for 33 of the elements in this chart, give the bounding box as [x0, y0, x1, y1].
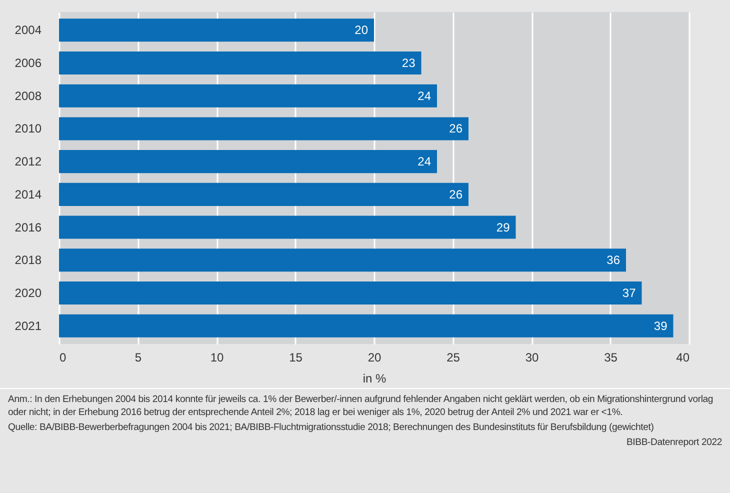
y-tick-label: 2016: [14, 220, 42, 234]
x-tick-label: 25: [446, 350, 460, 364]
y-tick-label: 2020: [14, 286, 42, 300]
data-label: 26: [449, 187, 463, 202]
y-tick-label: 2004: [14, 23, 42, 38]
x-tick-label: 15: [289, 350, 303, 364]
x-tick-label: 10: [210, 350, 224, 364]
y-tick-label: 2008: [14, 88, 42, 103]
data-label: 24: [418, 154, 432, 169]
text: Anm.: In den Erhebungen 2004 bis 2014 konnte für jeweils ca. 1% der Bewerber/-innen aufgrund fehlender Angaben nicht geklärt werden, ob ein Migrationshintergrund vorlag oder nicht; in der Erhebung 2016 betrug der entsprechende Anteil 2%; 2018 lag er bei weniger als 1%, 2020 betrug der Anteil 2% und 2021 war er <1%.: [8, 394, 714, 420]
x-tick-label: 20: [368, 350, 382, 364]
source-note: Quelle: BA/BIBB-Bewerberbefragungen 2004 bis 2021; BA/BIBB-Fluchtmigrationsstudie 2018; Berechnungen des Bundesinstituts für Berufsbildung (gewichtet): [8, 422, 655, 435]
x-tick-label: 0: [60, 350, 66, 364]
data-label: 36: [606, 253, 620, 268]
data-label: 24: [418, 88, 432, 103]
y-tick-label: 2012: [14, 154, 42, 169]
data-label: 26: [449, 122, 463, 136]
y-tick-label: 2010: [14, 122, 42, 136]
x-tick-label: 30: [525, 350, 539, 364]
y-tick-label: 2018: [14, 253, 42, 268]
x-tick-label: 35: [604, 350, 618, 364]
data-label: 20: [354, 23, 368, 38]
data-label: 29: [496, 220, 510, 234]
y-tick-label: 2014: [14, 187, 42, 202]
data-label: 39: [654, 318, 668, 333]
x-tick-label: 40: [676, 350, 690, 364]
x-axis-title: in %: [362, 372, 386, 386]
x-tick-label: 5: [134, 350, 142, 364]
data-label: 23: [402, 56, 416, 70]
y-tick-label: 2006: [14, 56, 42, 70]
data-label: 37: [622, 286, 636, 300]
y-tick-label: 2021: [14, 318, 42, 333]
text: BIBB-Datenreport 2022: [625, 436, 722, 450]
